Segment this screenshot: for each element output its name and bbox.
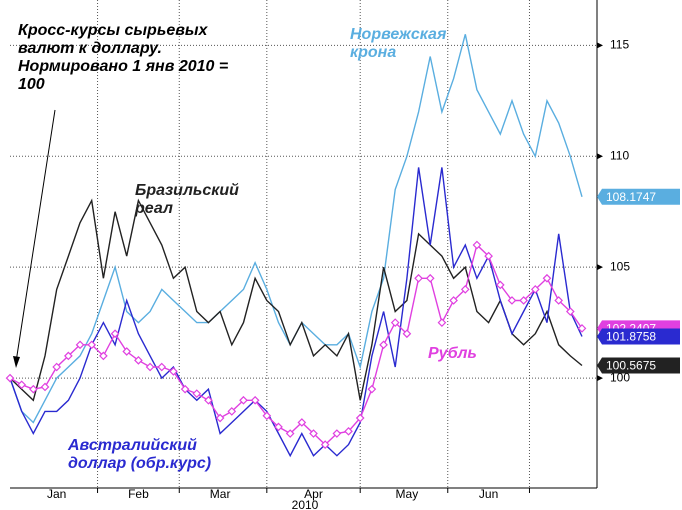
marker bbox=[449, 296, 458, 305]
marker bbox=[495, 280, 505, 290]
series-line bbox=[9, 198, 583, 402]
marker bbox=[17, 380, 27, 390]
marker bbox=[262, 411, 272, 421]
marker bbox=[250, 395, 260, 405]
marker bbox=[285, 429, 295, 438]
marker bbox=[344, 426, 353, 436]
value-label-box bbox=[597, 328, 680, 345]
tick-mark bbox=[597, 153, 603, 160]
y-tick-label: 110 bbox=[610, 148, 629, 162]
marker bbox=[169, 367, 178, 376]
x-tick-label: Jan bbox=[47, 487, 66, 501]
value-label: 108.1747 bbox=[606, 190, 656, 204]
x-tick-label: Apr bbox=[304, 487, 323, 501]
marker bbox=[239, 395, 248, 405]
marker bbox=[28, 384, 38, 394]
marker bbox=[472, 240, 482, 250]
marker bbox=[320, 440, 330, 449]
marker bbox=[75, 340, 85, 350]
marker bbox=[87, 340, 97, 350]
marker bbox=[204, 395, 213, 405]
marker bbox=[519, 296, 528, 305]
marker bbox=[460, 285, 470, 294]
marker bbox=[577, 324, 587, 333]
marker bbox=[110, 329, 120, 339]
marker bbox=[180, 384, 190, 394]
marker bbox=[215, 413, 225, 423]
x-tick-label: May bbox=[396, 487, 419, 501]
value-label-box bbox=[597, 357, 680, 374]
marker bbox=[402, 329, 412, 339]
annotation: Кросс-курсы сырьевых валют к доллару. Но… bbox=[18, 22, 229, 93]
marker bbox=[157, 362, 167, 372]
marker bbox=[565, 307, 575, 316]
series-label: Рубль bbox=[428, 345, 477, 362]
x-tick-label: Jun bbox=[479, 487, 498, 501]
marker bbox=[530, 285, 540, 294]
marker bbox=[554, 296, 564, 305]
marker bbox=[309, 429, 318, 438]
x-axis-label: 2010 bbox=[292, 498, 319, 510]
marker bbox=[367, 384, 377, 394]
marker bbox=[390, 318, 400, 327]
marker bbox=[145, 362, 155, 372]
value-label-box bbox=[597, 188, 680, 205]
series-line bbox=[9, 167, 583, 458]
marker bbox=[437, 318, 447, 327]
marker bbox=[274, 422, 283, 432]
arrow-head bbox=[13, 356, 20, 368]
arrow bbox=[15, 109, 56, 363]
tick-mark bbox=[597, 42, 603, 49]
marker bbox=[379, 340, 388, 350]
marker bbox=[484, 251, 493, 261]
y-tick-label: 100 bbox=[610, 370, 630, 384]
tick-mark bbox=[597, 375, 603, 382]
series-label: Бразильский реал bbox=[135, 182, 239, 217]
y-tick-label: 105 bbox=[610, 259, 630, 273]
marker bbox=[64, 351, 73, 361]
x-tick-label: Feb bbox=[128, 487, 149, 501]
series-label: Норвежская крона bbox=[350, 26, 447, 61]
marker bbox=[122, 347, 132, 356]
marker bbox=[227, 407, 237, 416]
tick-mark bbox=[597, 264, 603, 271]
marker bbox=[414, 273, 423, 283]
series-label: Австралийский доллар (обр.курс) bbox=[68, 437, 212, 472]
marker bbox=[332, 429, 342, 438]
y-tick-label: 115 bbox=[610, 38, 629, 52]
marker bbox=[297, 418, 307, 427]
marker bbox=[52, 362, 62, 372]
x-tick-label: Mar bbox=[210, 487, 231, 501]
value-label: 100.5675 bbox=[606, 359, 656, 373]
marker bbox=[355, 413, 365, 423]
marker bbox=[40, 382, 50, 392]
marker bbox=[542, 273, 552, 283]
marker bbox=[134, 355, 143, 365]
marker bbox=[425, 273, 435, 283]
marker bbox=[507, 296, 517, 305]
marker bbox=[192, 389, 202, 398]
value-label: 101.8758 bbox=[606, 330, 656, 344]
marker bbox=[99, 351, 108, 361]
marker bbox=[5, 373, 15, 383]
